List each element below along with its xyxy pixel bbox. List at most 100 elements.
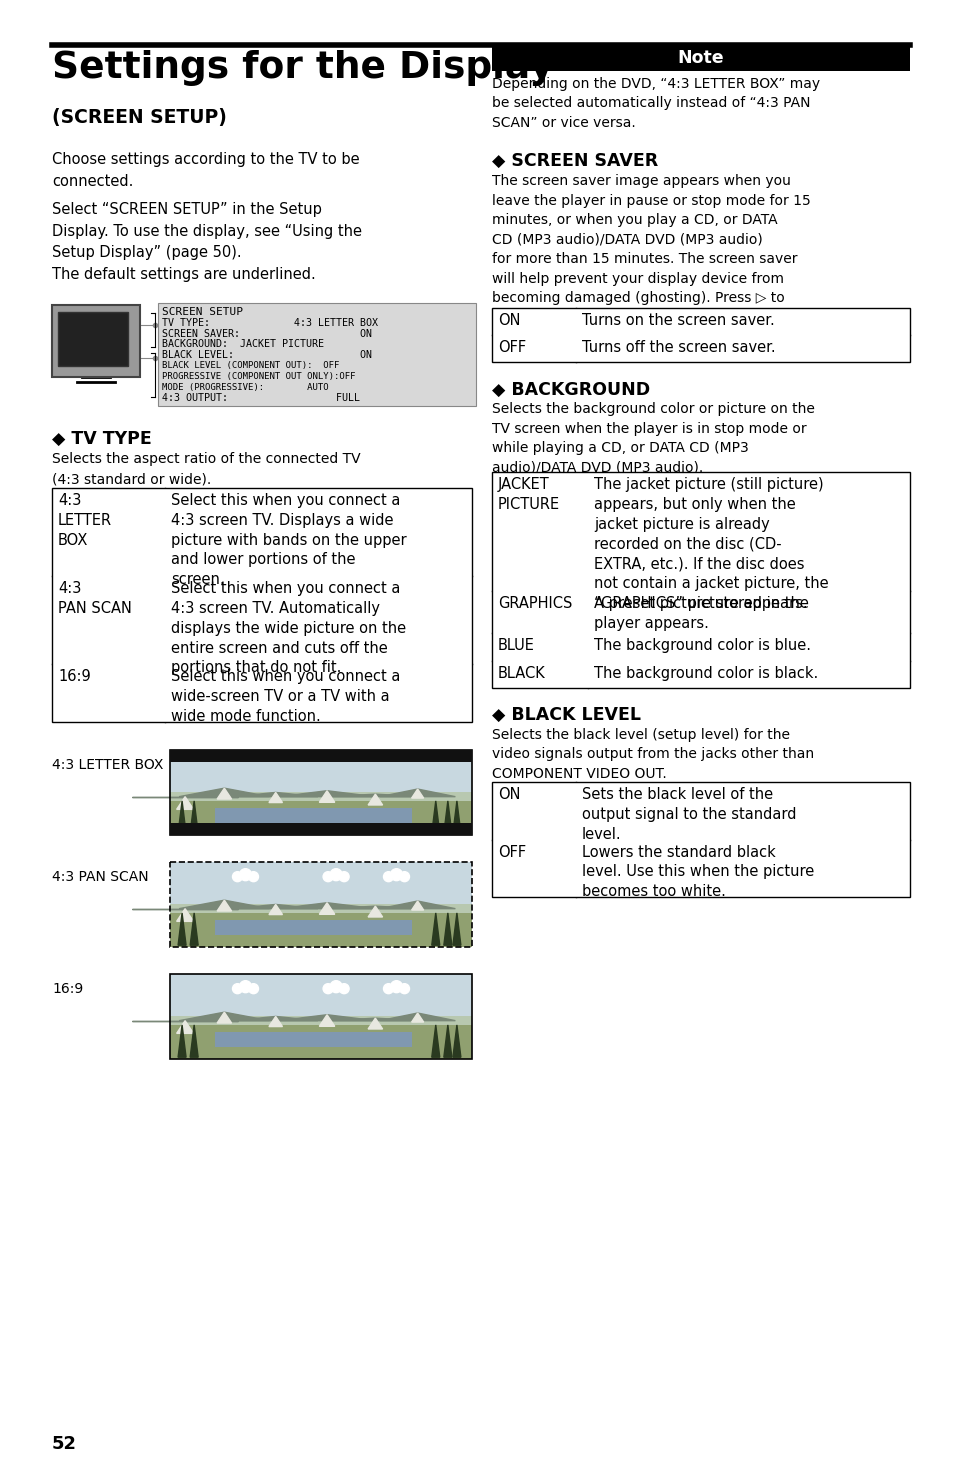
- Text: A preset picture stored in the
player appears.: A preset picture stored in the player ap…: [594, 596, 808, 630]
- Polygon shape: [190, 801, 198, 833]
- Bar: [215, 808, 411, 823]
- Polygon shape: [176, 909, 193, 921]
- Text: Settings for the Display: Settings for the Display: [52, 50, 553, 86]
- Polygon shape: [178, 914, 186, 945]
- Polygon shape: [319, 790, 335, 802]
- Bar: [170, 1025, 472, 1059]
- Bar: [215, 919, 411, 934]
- Text: ◆ SCREEN SAVER: ◆ SCREEN SAVER: [492, 151, 658, 171]
- Bar: [170, 750, 472, 792]
- Text: Choose settings according to the TV to be
connected.: Choose settings according to the TV to b…: [52, 151, 359, 188]
- Circle shape: [383, 872, 393, 882]
- Text: Sets the black level of the
output signal to the standard
level.: Sets the black level of the output signa…: [581, 787, 795, 841]
- Text: Note: Note: [677, 49, 723, 67]
- Bar: [170, 914, 472, 948]
- Circle shape: [383, 983, 393, 994]
- Text: Select this when you connect a
4:3 screen TV. Automatically
displays the wide pi: Select this when you connect a 4:3 scree…: [172, 581, 406, 675]
- Circle shape: [390, 980, 402, 992]
- Text: ON: ON: [497, 313, 520, 328]
- Bar: [170, 750, 472, 835]
- Polygon shape: [217, 900, 232, 911]
- Text: Select this when you connect a
wide-screen TV or a TV with a
wide mode function.: Select this when you connect a wide-scre…: [172, 669, 400, 724]
- Polygon shape: [432, 914, 439, 945]
- Text: TV TYPE:              4:3 LETTER BOX: TV TYPE: 4:3 LETTER BOX: [162, 317, 377, 328]
- Polygon shape: [443, 914, 452, 945]
- Bar: [170, 862, 472, 948]
- Text: JACKET
PICTURE: JACKET PICTURE: [497, 478, 559, 512]
- Polygon shape: [453, 1025, 460, 1057]
- Polygon shape: [411, 1013, 423, 1022]
- Polygon shape: [269, 792, 282, 802]
- Bar: [170, 862, 472, 948]
- Text: Selects the background color or picture on the
TV screen when the player is in s: Selects the background color or picture …: [492, 402, 814, 475]
- Polygon shape: [443, 801, 452, 833]
- Polygon shape: [176, 796, 193, 810]
- Circle shape: [338, 872, 349, 882]
- Circle shape: [330, 980, 342, 992]
- Text: SCREEN SETUP: SCREEN SETUP: [162, 307, 243, 317]
- Bar: [170, 974, 472, 1059]
- Text: Selects the aspect ratio of the connected TV
(4:3 standard or wide).: Selects the aspect ratio of the connecte…: [52, 452, 360, 486]
- Bar: [492, 308, 909, 362]
- Text: ON: ON: [497, 787, 520, 802]
- Text: 4:3
PAN SCAN: 4:3 PAN SCAN: [58, 581, 132, 615]
- Text: Turns on the screen saver.: Turns on the screen saver.: [581, 313, 774, 328]
- Polygon shape: [179, 900, 270, 909]
- Polygon shape: [330, 906, 420, 909]
- Text: Turns off the screen saver.: Turns off the screen saver.: [581, 340, 775, 356]
- Text: Select “SCREEN SETUP” in the Setup
Display. To use the display, see “Using the
S: Select “SCREEN SETUP” in the Setup Displ…: [52, 202, 361, 282]
- Text: OFF: OFF: [497, 845, 525, 860]
- Text: 4:3 LETTER BOX: 4:3 LETTER BOX: [52, 758, 163, 773]
- Text: BLACK: BLACK: [497, 666, 545, 681]
- Polygon shape: [411, 789, 423, 798]
- Circle shape: [323, 872, 333, 882]
- Polygon shape: [319, 1014, 335, 1026]
- Circle shape: [248, 872, 258, 882]
- Text: The background color is black.: The background color is black.: [594, 666, 818, 681]
- Text: (SCREEN SETUP): (SCREEN SETUP): [52, 108, 227, 128]
- Polygon shape: [233, 1016, 317, 1020]
- Text: OFF: OFF: [497, 340, 525, 356]
- Polygon shape: [453, 801, 460, 833]
- Polygon shape: [411, 902, 423, 911]
- Polygon shape: [179, 1013, 270, 1020]
- Text: Depending on the DVD, “4:3 LETTER BOX” may
be selected automatically instead of : Depending on the DVD, “4:3 LETTER BOX” m…: [492, 77, 820, 131]
- Text: ◆ BLACK LEVEL: ◆ BLACK LEVEL: [492, 706, 640, 724]
- Polygon shape: [330, 1019, 420, 1020]
- Circle shape: [233, 872, 242, 882]
- Text: Select this when you connect a
4:3 screen TV. Displays a wide
picture with bands: Select this when you connect a 4:3 scree…: [172, 492, 407, 587]
- Circle shape: [233, 983, 242, 994]
- Text: BLACK LEVEL:                     ON: BLACK LEVEL: ON: [162, 350, 372, 360]
- Polygon shape: [368, 1019, 382, 1029]
- Polygon shape: [330, 793, 420, 796]
- Bar: [170, 823, 472, 835]
- Text: ◆ BACKGROUND: ◆ BACKGROUND: [492, 381, 649, 399]
- Text: 4:3 OUTPUT:                  FULL: 4:3 OUTPUT: FULL: [162, 393, 359, 403]
- Polygon shape: [379, 902, 455, 909]
- Polygon shape: [233, 905, 317, 909]
- Polygon shape: [179, 787, 270, 796]
- Circle shape: [399, 872, 409, 882]
- Bar: [52, 488, 472, 722]
- Bar: [492, 473, 909, 688]
- Bar: [492, 44, 909, 71]
- Circle shape: [239, 869, 252, 881]
- Circle shape: [338, 983, 349, 994]
- Text: 4:3 PAN SCAN: 4:3 PAN SCAN: [52, 871, 149, 884]
- Text: BLACK LEVEL (COMPONENT OUT):  OFF: BLACK LEVEL (COMPONENT OUT): OFF: [162, 360, 339, 369]
- Text: 52: 52: [52, 1436, 77, 1453]
- Bar: [170, 862, 472, 905]
- Text: The screen saver image appears when you
leave the player in pause or stop mode f: The screen saver image appears when you …: [492, 174, 810, 325]
- Circle shape: [239, 980, 252, 992]
- Bar: [158, 303, 476, 406]
- Polygon shape: [178, 1025, 186, 1057]
- Circle shape: [390, 869, 402, 881]
- Polygon shape: [217, 787, 232, 799]
- Text: BLUE: BLUE: [497, 639, 535, 654]
- Polygon shape: [379, 1013, 455, 1020]
- Polygon shape: [217, 1013, 232, 1023]
- Polygon shape: [368, 906, 382, 916]
- Text: ◆ TV TYPE: ◆ TV TYPE: [52, 430, 152, 448]
- Polygon shape: [178, 801, 186, 833]
- Polygon shape: [269, 1016, 282, 1026]
